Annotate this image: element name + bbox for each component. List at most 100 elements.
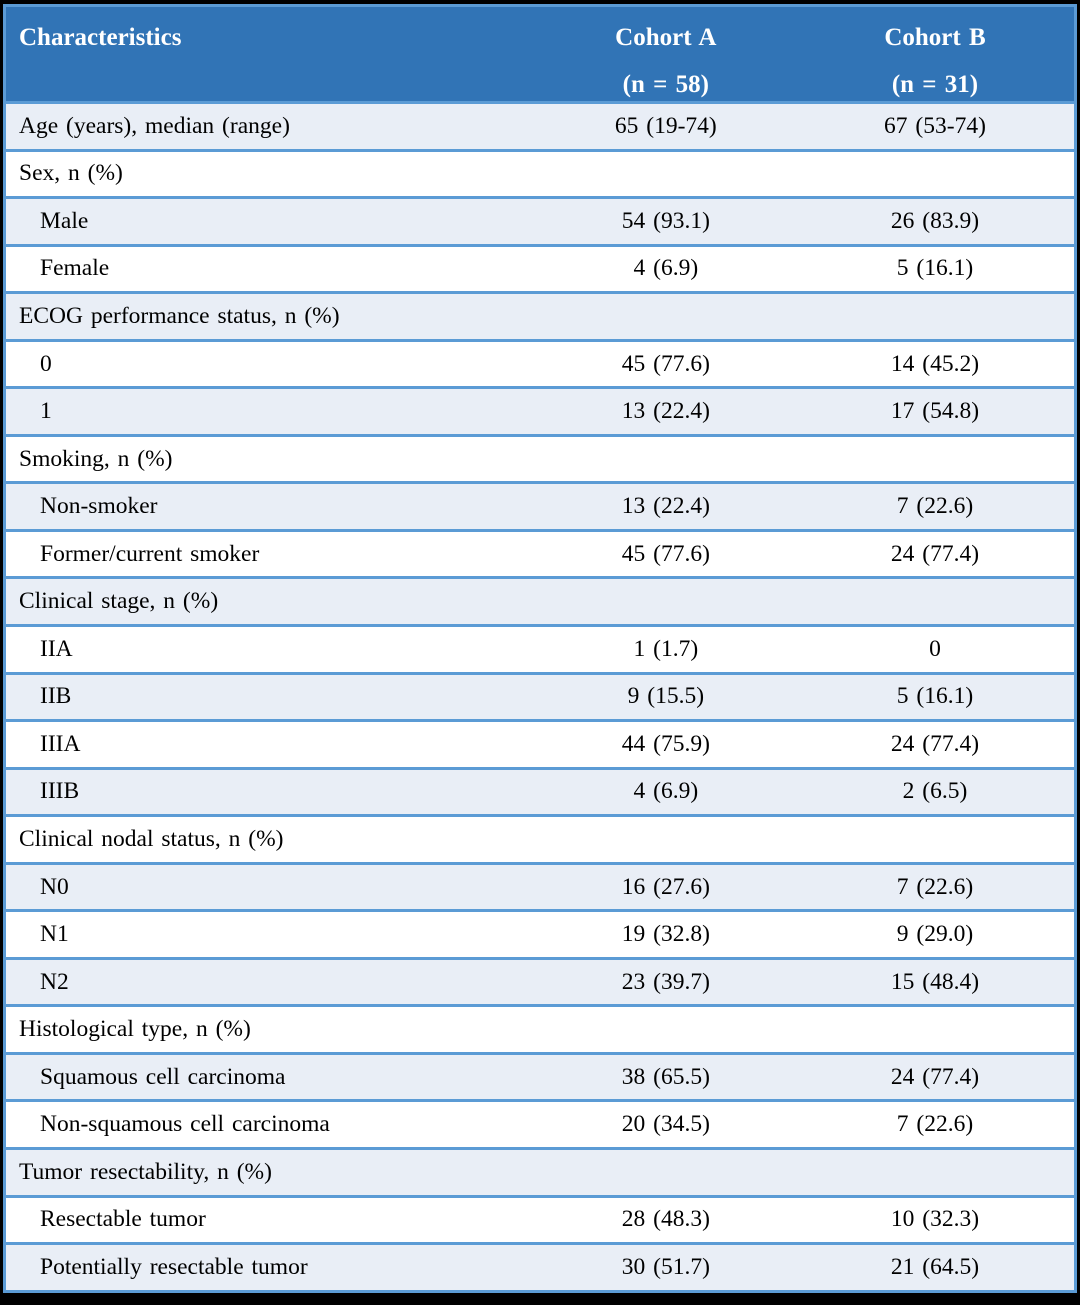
characteristic-cell: IIIB — [4, 766, 536, 816]
characteristic-cell: Resectable tumor — [4, 1194, 536, 1244]
table-row: Resectable tumor 28 (48.3) 10 (32.3) — [4, 1194, 1076, 1244]
table-row: IIIA 44 (75.9) 24 (77.4) — [4, 719, 1076, 769]
characteristic-cell: Female — [4, 243, 536, 293]
cohort-a-value: 28 (48.3) — [535, 1194, 796, 1244]
cohort-a-value: 45 (77.6) — [535, 528, 796, 578]
cohort-b-value: 14 (45.2) — [795, 338, 1076, 388]
characteristic-cell: 1 — [4, 386, 536, 436]
characteristic-cell: N0 — [4, 861, 536, 911]
table-row: Sex, n (%) — [4, 148, 1076, 198]
table-row: Former/current smoker 45 (77.6) 24 (77.4) — [4, 528, 1076, 578]
cohort-a-count: (n = 58) — [622, 71, 709, 98]
cohort-b-value: 15 (48.4) — [795, 956, 1076, 1006]
header-row: Characteristics Cohort A (n = 58) Cohort… — [4, 5, 1076, 104]
cohort-a-value: 9 (15.5) — [535, 671, 796, 721]
characteristic-cell: IIA — [4, 624, 536, 674]
cohort-b-value: 10 (32.3) — [795, 1194, 1076, 1244]
cohort-b-value: 24 (77.4) — [795, 1051, 1076, 1101]
characteristic-cell: Potentially resectable tumor — [4, 1242, 536, 1292]
cohort-a-value: 1 (1.7) — [535, 624, 796, 674]
characteristic-cell: Squamous cell carcinoma — [4, 1051, 536, 1101]
characteristic-cell: Non-smoker — [4, 481, 536, 531]
table-header: Characteristics Cohort A (n = 58) Cohort… — [4, 5, 1076, 104]
cohort-b-value: 67 (53-74) — [795, 101, 1076, 151]
cohort-b-value — [795, 1004, 1076, 1054]
characteristic-cell: N2 — [4, 956, 536, 1006]
table-row: IIA 1 (1.7) 0 — [4, 624, 1076, 674]
characteristic-cell: Non-squamous cell carcinoma — [4, 1099, 536, 1149]
cohort-b-value: 24 (77.4) — [795, 719, 1076, 769]
cohort-a-value — [535, 1004, 796, 1054]
cohort-a-value — [535, 814, 796, 864]
characteristic-cell: Age (years), median (range) — [4, 101, 536, 151]
table-body: Age (years), median (range) 65 (19-74) 67 … — [4, 101, 1076, 1292]
table-row: Squamous cell carcinoma 38 (65.5) 24 (77.4… — [4, 1051, 1076, 1101]
cohort-b-value: 26 (83.9) — [795, 196, 1076, 246]
characteristic-cell: IIB — [4, 671, 536, 721]
table-row: IIB 9 (15.5) 5 (16.1) — [4, 671, 1076, 721]
cohort-b-value: 9 (29.0) — [795, 909, 1076, 959]
table-row: 0 45 (77.6) 14 (45.2) — [4, 338, 1076, 388]
table-row: Non-smoker 13 (22.4) 7 (22.6) — [4, 481, 1076, 531]
cohort-a-value: 30 (51.7) — [535, 1242, 796, 1292]
table-row: Tumor resectability, n (%) — [4, 1147, 1076, 1197]
cohort-a-value: 20 (34.5) — [535, 1099, 796, 1149]
cohort-b-value: 5 (16.1) — [795, 671, 1076, 721]
cohort-b-title: Cohort B — [884, 24, 986, 51]
cohort-a-value — [535, 576, 796, 626]
cohort-a-value: 13 (22.4) — [535, 481, 796, 531]
column-header-characteristics: Characteristics — [4, 5, 536, 104]
cohort-b-value: 0 — [795, 624, 1076, 674]
table-row: Clinical stage, n (%) — [4, 576, 1076, 626]
characteristic-cell: Histological type, n (%) — [4, 1004, 536, 1054]
cohort-a-value: 19 (32.8) — [535, 909, 796, 959]
cohort-a-value: 16 (27.6) — [535, 861, 796, 911]
table-row: Smoking, n (%) — [4, 433, 1076, 483]
cohort-a-value: 38 (65.5) — [535, 1051, 796, 1101]
characteristic-cell: Former/current smoker — [4, 528, 536, 578]
characteristic-cell: 0 — [4, 338, 536, 388]
table-row: 1 13 (22.4) 17 (54.8) — [4, 386, 1076, 436]
table-row: IIIB 4 (6.9) 2 (6.5) — [4, 766, 1076, 816]
cohort-b-value — [795, 814, 1076, 864]
cohort-b-value — [795, 433, 1076, 483]
cohort-b-value — [795, 291, 1076, 341]
characteristic-cell: Clinical stage, n (%) — [4, 576, 536, 626]
table-row: ECOG performance status, n (%) — [4, 291, 1076, 341]
table-row: Male 54 (93.1) 26 (83.9) — [4, 196, 1076, 246]
cohort-a-value: 65 (19-74) — [535, 101, 796, 151]
cohort-b-value: 7 (22.6) — [795, 481, 1076, 531]
table-row: Female 4 (6.9) 5 (16.1) — [4, 243, 1076, 293]
cohort-b-value: 17 (54.8) — [795, 386, 1076, 436]
cohort-a-value: 54 (93.1) — [535, 196, 796, 246]
characteristic-cell: Smoking, n (%) — [4, 433, 536, 483]
characteristics-label: Characteristics — [19, 24, 182, 51]
cohort-b-value — [795, 148, 1076, 198]
characteristic-cell: Clinical nodal status, n (%) — [4, 814, 536, 864]
table-row: Potentially resectable tumor 30 (51.7) 21 … — [4, 1242, 1076, 1292]
cohort-a-value — [535, 148, 796, 198]
cohort-a-value: 44 (75.9) — [535, 719, 796, 769]
characteristic-cell: Sex, n (%) — [4, 148, 536, 198]
cohort-b-value — [795, 1147, 1076, 1197]
cohort-a-value: 4 (6.9) — [535, 766, 796, 816]
cohort-b-value: 7 (22.6) — [795, 1099, 1076, 1149]
cohort-b-value: 21 (64.5) — [795, 1242, 1076, 1292]
characteristic-cell: ECOG performance status, n (%) — [4, 291, 536, 341]
cohort-a-value — [535, 291, 796, 341]
table-row: Histological type, n (%) — [4, 1004, 1076, 1054]
cohort-a-value — [535, 1147, 796, 1197]
characteristic-cell: Male — [4, 196, 536, 246]
cohort-a-value: 23 (39.7) — [535, 956, 796, 1006]
column-header-cohort-b: Cohort B (n = 31) — [795, 5, 1076, 104]
table-row: Non-squamous cell carcinoma 20 (34.5) 7 (2… — [4, 1099, 1076, 1149]
table-row: N2 23 (39.7) 15 (48.4) — [4, 956, 1076, 1006]
cohort-b-value: 2 (6.5) — [795, 766, 1076, 816]
table-row: Age (years), median (range) 65 (19-74) 67 … — [4, 101, 1076, 151]
characteristic-cell: N1 — [4, 909, 536, 959]
cohort-b-value: 5 (16.1) — [795, 243, 1076, 293]
cohort-a-value: 4 (6.9) — [535, 243, 796, 293]
cohort-a-value: 45 (77.6) — [535, 338, 796, 388]
cohort-b-value: 7 (22.6) — [795, 861, 1076, 911]
